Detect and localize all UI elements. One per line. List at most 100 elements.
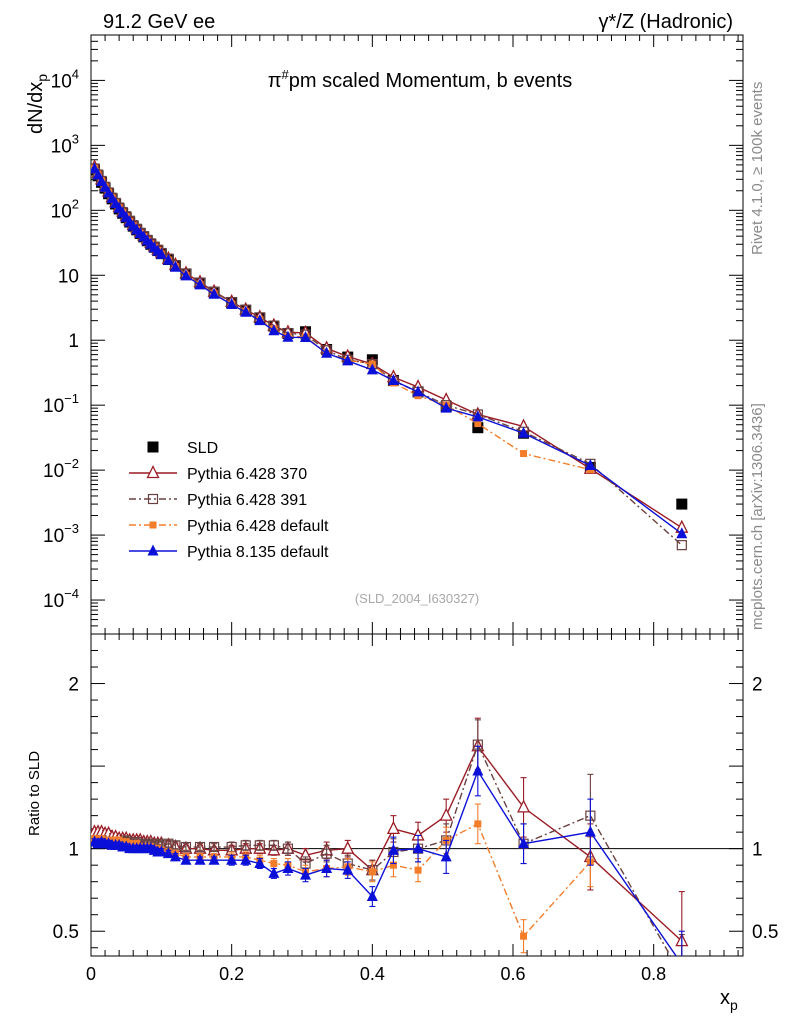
ratio-series (91, 717, 689, 980)
y-tick-label-mantissa: 10 (43, 396, 64, 417)
data-point-P8def (387, 373, 399, 385)
data-point-P8def (412, 385, 424, 397)
ratio-point-P6def (474, 820, 482, 828)
ratio-point-P8def (321, 861, 333, 873)
ratio-point-P8def (342, 863, 354, 875)
data-point-P8def (208, 287, 220, 299)
y-tick-label-exponent: −4 (64, 586, 79, 601)
ratio-y-tick-label: 0.5 (53, 922, 79, 943)
y-tick-label-mantissa: 10 (43, 526, 64, 547)
ratio-point-P8def (584, 825, 596, 837)
legend-item-SLD: SLD (147, 440, 218, 457)
data-point-P8def (169, 260, 181, 272)
ratio-point-P8def (180, 853, 192, 865)
mcplots-label: mcplots.cern.ch [arXiv:1306.3436] (749, 403, 766, 630)
legend-item-P370: Pythia 6.428 370 (129, 465, 307, 483)
process-label-base: γ*/Z (599, 11, 635, 33)
ratio-point-P391 (282, 843, 294, 854)
ratio-point-P8def (155, 845, 167, 857)
ratio-point-P370 (439, 807, 453, 821)
ratio-point-P6def (389, 861, 397, 869)
y-tick-label-exponent: −1 (64, 391, 79, 406)
y-tick-label: 104 (51, 66, 79, 92)
data-point-P8def (321, 346, 333, 358)
ratio-point-P391 (194, 841, 206, 853)
x-tick-label: 0.6 (500, 964, 525, 984)
ratio-point-P391 (254, 840, 265, 851)
ratio-y-tick-label: 2 (68, 675, 79, 696)
ratio-line-P370 (94, 744, 683, 942)
series-line-P391 (93, 168, 683, 546)
ratio-point-P391 (677, 971, 686, 980)
y-tick-label-mantissa: 10 (51, 71, 72, 92)
ratio-point-P8def (366, 890, 378, 902)
main-title-symbol: π (268, 70, 282, 92)
legend-label: Pythia 8.135 default (187, 544, 329, 561)
legend-marker (149, 521, 157, 529)
ratio-point-P6def (270, 860, 278, 868)
series-line-P8def (93, 168, 683, 535)
ratio-y-axis-label: Ratio to SLD (26, 751, 43, 836)
ratio-y-tick-label-right: 0.5 (752, 922, 778, 943)
data-point-P6def (520, 450, 528, 458)
ratio-point-P8def (282, 861, 294, 873)
y-tick-label-mantissa: 10 (43, 591, 64, 612)
ratio-point-P8def (194, 853, 206, 865)
x-tick-label: 0.8 (641, 964, 666, 984)
data-point-P391 (676, 540, 687, 551)
y-tick-label-exponent: 4 (72, 66, 79, 81)
data-point-SLD (472, 422, 484, 434)
data-point-P8def (366, 363, 378, 375)
ratio-point-P8def (226, 853, 238, 865)
ratio-point-P8def (412, 842, 424, 854)
x-axis-label-sub: p (730, 997, 738, 1013)
ratio-line-P8def (94, 769, 677, 956)
ratio-point-P391 (180, 841, 192, 853)
ratio-point-P391 (321, 848, 332, 859)
y-tick-label-mantissa: 1 (68, 331, 79, 352)
ratio-point-P8def (387, 843, 399, 855)
x-axis-label: xp (720, 987, 738, 1013)
data-point-P8def (676, 527, 688, 539)
data-point-P8def (472, 410, 484, 422)
ratio-y-tick-label: 1 (68, 840, 79, 861)
data-point-P8def (226, 297, 238, 309)
y-tick-label: 10 (58, 266, 79, 287)
ratio-point-P8def (162, 847, 174, 859)
data-point-P6def (474, 420, 482, 428)
y-tick-label-mantissa: 10 (51, 201, 72, 222)
ratio-point-P391 (208, 841, 220, 853)
legend: SLD Pythia 6.428 370 Pythia 6.428 391 Pythi… (129, 440, 329, 561)
ratio-point-P370 (386, 820, 400, 835)
x-tick-label: 0.2 (219, 964, 244, 984)
y-tick-label: 10−1 (43, 391, 79, 417)
legend-label: SLD (187, 440, 218, 457)
ratio-point-P8def (240, 853, 252, 865)
legend-item-P8def: Pythia 8.135 default (129, 544, 329, 561)
energy-label: 91.2 GeV ee (103, 11, 215, 33)
main-title-rest: pm scaled Momentum, b events (289, 70, 572, 92)
legend-label: Pythia 6.428 370 (187, 466, 307, 483)
main-y-axis-label: dN/dxp (25, 74, 50, 134)
legend-marker (147, 493, 159, 505)
ratio-point-P8def (440, 850, 452, 862)
ratio-point-P8def (676, 958, 687, 969)
y-tick-label: 103 (51, 131, 79, 157)
y-tick-label-exponent: 2 (72, 196, 79, 211)
ratio-panel: 0 0.2 0.4 0.6 0.8 0.5 0.5 1 1 2 2 Ratio to SLD xp (26, 633, 778, 1013)
ratio-point-P370 (341, 840, 355, 854)
ratio-y-tick-label-right: 1 (752, 840, 763, 861)
y-tick-label-mantissa: 10 (58, 266, 79, 287)
data-point-P8def (254, 314, 266, 326)
legend-marker (147, 441, 159, 453)
ratio-point-P6def (368, 868, 376, 876)
y-tick-label: 1 (68, 331, 79, 352)
ratio-point-P391 (268, 840, 279, 851)
legend-label: Pythia 6.428 default (187, 518, 329, 535)
process-label: γ*/Z (Hadronic) (599, 11, 733, 33)
rivet-label: Rivet 4.1.0, ≥ 100k events (749, 82, 766, 255)
main-y-axis-label-sub: p (34, 74, 50, 82)
ratio-point-P8def (254, 857, 266, 869)
